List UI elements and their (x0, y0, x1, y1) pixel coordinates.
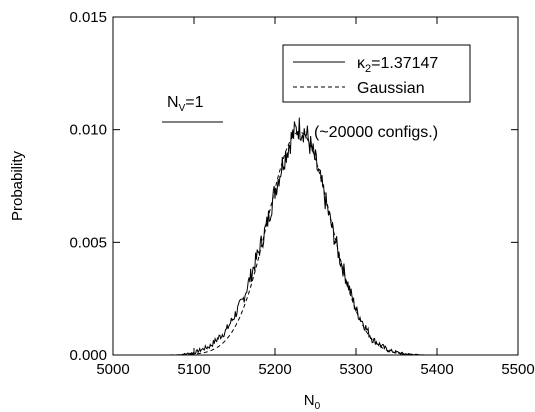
y-tick-label: 0.005 (69, 234, 107, 251)
legend: κ2=1.37147 Gaussian (282, 44, 471, 103)
y-axis-label: Probability (9, 150, 26, 221)
plot-frame (112, 16, 519, 356)
configs-annotation: (~20000 configs.) (314, 124, 438, 141)
x-tick-label: 5500 (501, 361, 534, 378)
x-tick-label: 5200 (258, 361, 291, 378)
x-tick-label: 5100 (177, 361, 210, 378)
legend-label-gaussian: Gaussian (357, 80, 425, 97)
nv-label-sub: V (179, 103, 186, 114)
legend-kappa-main: κ (357, 55, 366, 72)
nv-label: NV=1 (167, 94, 204, 114)
y-tick-label: 0.015 (69, 9, 107, 26)
x-axis-ticks: 5000 5100 5200 5300 5400 5500 (96, 17, 535, 378)
y-axis-ticks: 0.000 0.005 0.010 0.015 (69, 9, 518, 364)
y-tick-label: 0.000 (69, 347, 107, 364)
x-axis-label: N0 (304, 392, 321, 412)
x-axis-label-sub: 0 (315, 401, 321, 412)
series-kappa-line (113, 117, 518, 356)
x-tick-label: 5400 (420, 361, 453, 378)
x-axis-label-main: N (304, 392, 315, 409)
series-gaussian-line (113, 131, 518, 356)
nv-annotation: NV=1 (162, 94, 223, 123)
legend-label-kappa: κ2=1.37147 (357, 55, 438, 75)
y-tick-label: 0.010 (69, 122, 107, 139)
nv-label-rest: =1 (185, 94, 203, 111)
x-tick-label: 5300 (339, 361, 372, 378)
legend-kappa-rest: =1.37147 (371, 55, 438, 72)
x-tick-label: 5000 (96, 361, 129, 378)
legend-box (282, 44, 471, 103)
legend-kappa-sub: 2 (365, 63, 371, 75)
nv-label-main: N (167, 94, 179, 111)
